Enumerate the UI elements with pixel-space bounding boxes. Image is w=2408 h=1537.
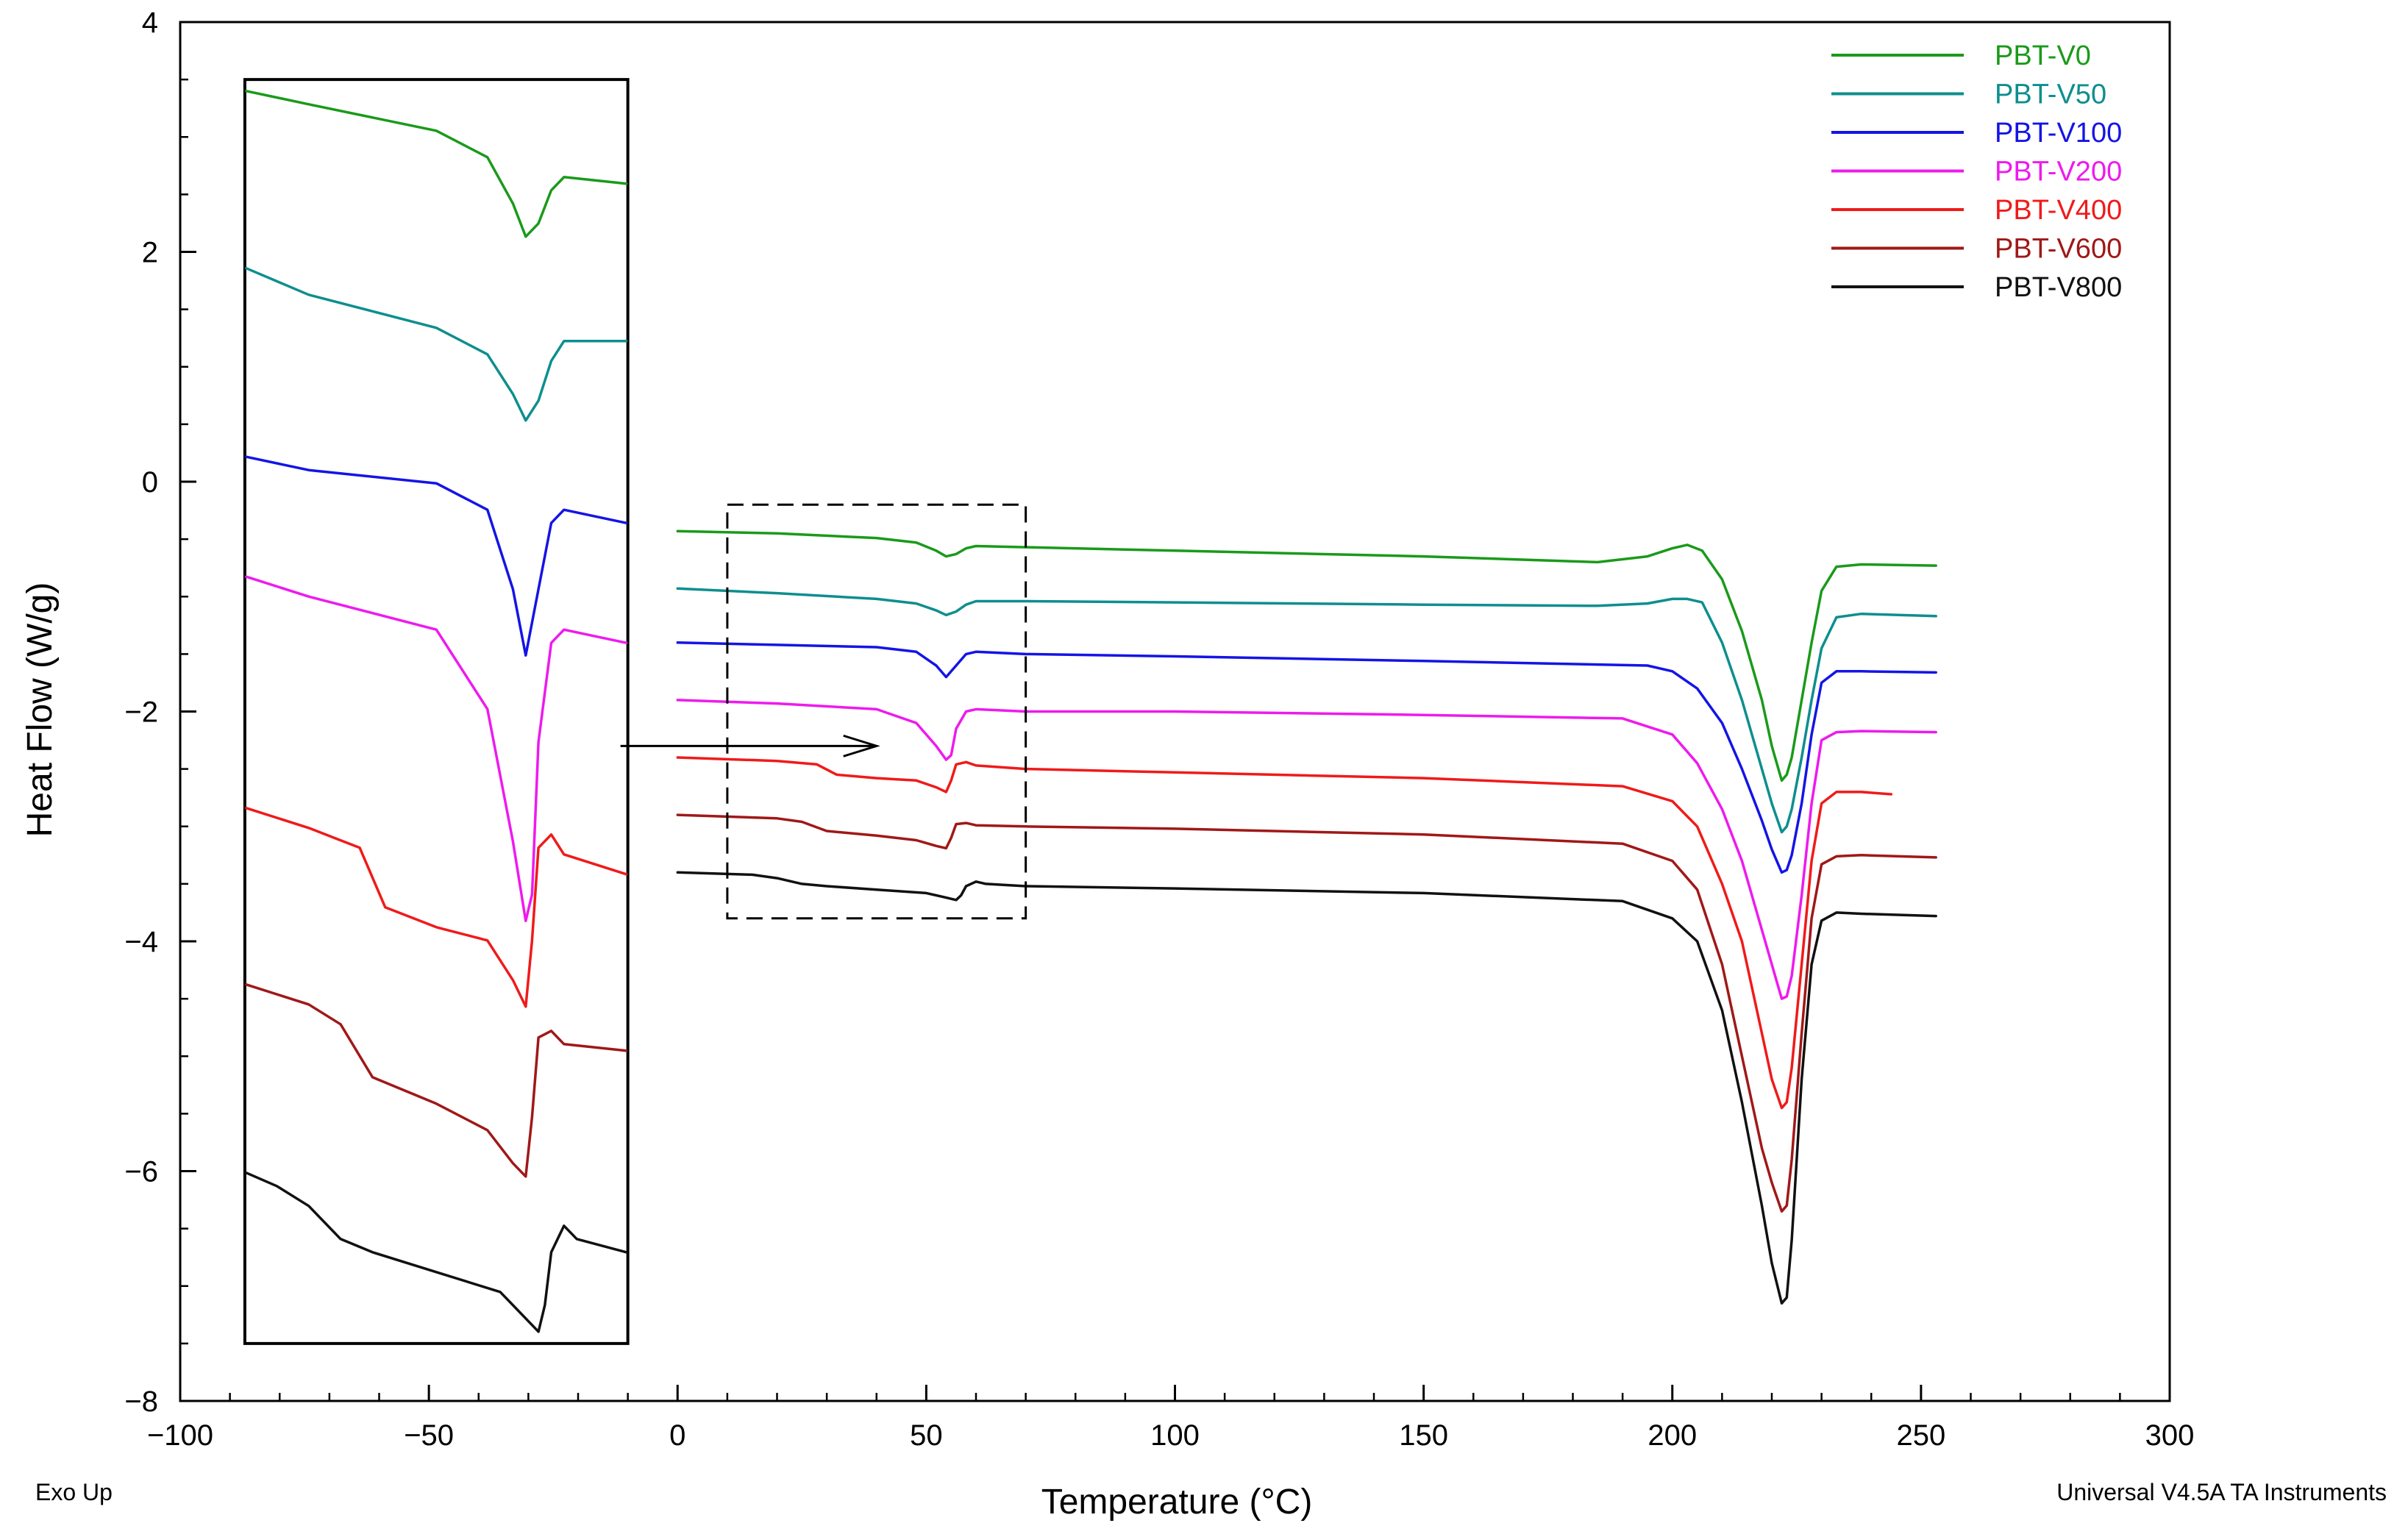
- x-tick-label-150: 150: [1399, 1419, 1448, 1452]
- legend-label-pbt-v600: PBT-V600: [1995, 234, 2122, 265]
- inset-line-pbt-v0: [245, 90, 628, 238]
- x-tick-label--100: −100: [147, 1419, 213, 1452]
- series-line-pbt-v50: [676, 587, 1937, 834]
- x-tick-label-300: 300: [2145, 1419, 2195, 1452]
- inset-line-pbt-v600: [245, 983, 628, 1178]
- axis-layer: −100 −50 0 50 100 150 200 250 300 −8 −6 −4 −2 0 2 4: [124, 7, 2194, 1452]
- legend-label-pbt-v800: PBT-V800: [1995, 272, 2122, 303]
- series-line-pbt-v600: [676, 813, 1937, 1213]
- zoom-region-rect: [726, 503, 1027, 920]
- series-line-pbt-v800: [676, 871, 1937, 1305]
- series-layer: [676, 529, 1937, 1305]
- legend-label-pbt-v50: PBT-V50: [1995, 79, 2106, 110]
- y-tick-label-0: 0: [142, 466, 158, 499]
- y-tick-label-4: 4: [142, 7, 158, 39]
- inset-arrow-head: [843, 734, 880, 757]
- legend-label-pbt-v200: PBT-V200: [1995, 157, 2122, 188]
- series-line-pbt-v400: [676, 756, 1893, 1110]
- x-tick-label-200: 200: [1648, 1419, 1697, 1452]
- inset-line-pbt-v200: [245, 575, 628, 922]
- x-tick-label-100: 100: [1150, 1419, 1200, 1452]
- series-line-pbt-v0: [676, 529, 1937, 782]
- inset-line-pbt-v50: [245, 267, 628, 422]
- y-axis-title: Heat Flow (W/g): [21, 582, 60, 838]
- x-axis-title: Temperature (°C): [1041, 1483, 1313, 1522]
- y-tick-label--4: −4: [124, 926, 158, 958]
- inset-frame: [243, 78, 630, 1345]
- x-tick-label-0: 0: [669, 1419, 685, 1452]
- legend-label-pbt-v400: PBT-V400: [1995, 195, 2122, 226]
- exo-up-note: Exo Up: [35, 1479, 113, 1505]
- legend-label-pbt-v0: PBT-V0: [1995, 40, 2091, 71]
- inset-line-pbt-v100: [245, 455, 628, 657]
- y-tick-label-2: 2: [142, 237, 158, 269]
- instrument-note: Universal V4.5A TA Instruments: [2056, 1479, 2387, 1505]
- x-tick-label-250: 250: [1897, 1419, 1946, 1452]
- x-tick-label--50: −50: [404, 1419, 454, 1452]
- inset-line-pbt-v800: [245, 1172, 628, 1333]
- y-tick-label--6: −6: [124, 1156, 158, 1188]
- legend-label-pbt-v100: PBT-V100: [1995, 118, 2122, 149]
- inset-panel: [243, 78, 880, 1345]
- x-tick-label-50: 50: [910, 1419, 943, 1452]
- series-line-pbt-v100: [676, 641, 1937, 874]
- y-tick-label--8: −8: [124, 1386, 158, 1418]
- legend: PBT-V0 PBT-V50 PBT-V100 PBT-V200 PBT-V400 PBT…: [1831, 40, 2122, 303]
- y-tick-label--2: −2: [124, 696, 158, 729]
- zoom-region-box: [726, 503, 1027, 920]
- inset-line-pbt-v400: [245, 807, 628, 1008]
- series-line-pbt-v200: [676, 699, 1937, 1000]
